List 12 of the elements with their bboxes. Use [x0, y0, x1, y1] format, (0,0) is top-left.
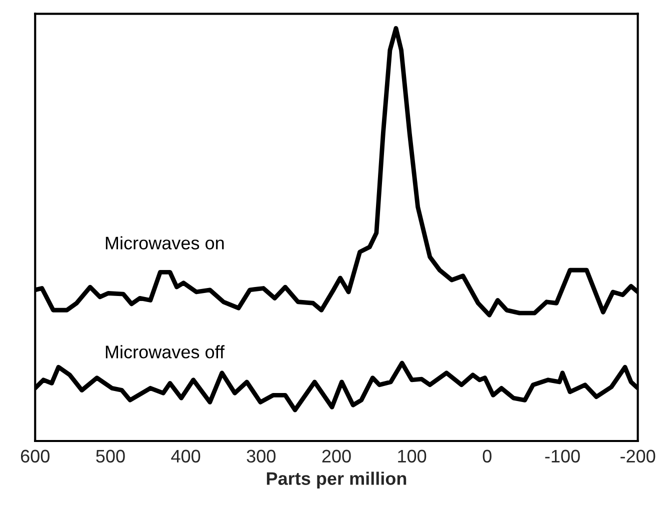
x-tick-label: 0	[482, 450, 492, 463]
x-tick-label: -200	[620, 450, 656, 463]
x-tick-label: 500	[96, 450, 125, 463]
series-label: Microwaves off	[106, 345, 225, 358]
x-tick-label: 300	[246, 450, 276, 463]
x-tick-label: 400	[171, 450, 200, 463]
x-tick-label: 100	[398, 450, 426, 463]
x-axis-title: Parts per million	[266, 472, 406, 489]
x-tick-label: -100	[545, 450, 580, 463]
x-tick-label: 200	[322, 450, 351, 463]
series-label: Microwaves on	[106, 236, 224, 250]
x-tick-label: 600	[20, 450, 50, 463]
